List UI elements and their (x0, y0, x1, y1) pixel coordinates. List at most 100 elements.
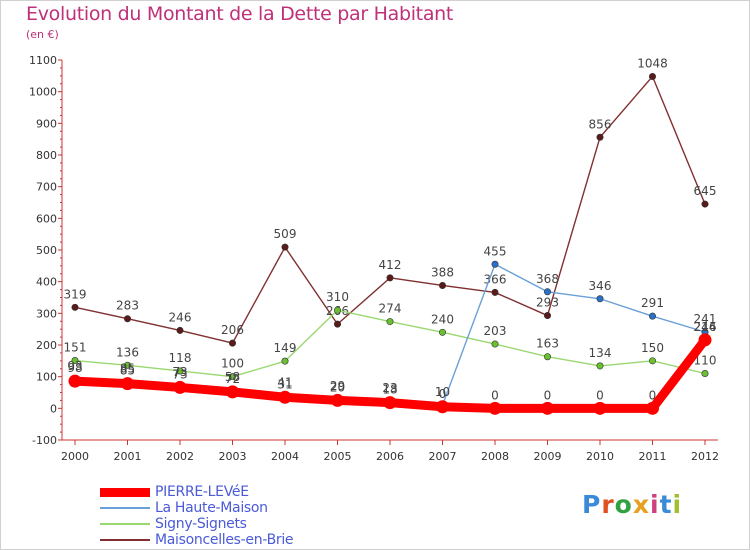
data-point (281, 243, 289, 251)
data-point (176, 367, 184, 375)
data-label: 0 (596, 388, 604, 402)
logo-letter: i (672, 490, 683, 519)
logo-letter: i (650, 490, 660, 519)
data-label: 18 (382, 383, 397, 397)
y-tick-label: 0 (50, 402, 57, 415)
data-point (71, 357, 79, 365)
data-label: 366 (484, 272, 507, 286)
y-tick-label: 900 (36, 117, 57, 130)
data-label: 346 (589, 279, 612, 293)
data-label: 29 (330, 379, 345, 393)
y-tick-label: 800 (36, 149, 57, 162)
y-tick-label: 200 (36, 339, 57, 352)
x-tick-label: 2005 (324, 450, 352, 463)
legend-label: Signy-Signets (155, 516, 247, 532)
data-label: 0 (439, 387, 447, 401)
data-label: 73 (172, 365, 187, 379)
legend-label: La Haute-Maison (155, 500, 268, 516)
data-point (646, 401, 659, 415)
data-label: 455 (484, 244, 507, 258)
data-label: 1048 (637, 56, 668, 70)
data-label: 93 (67, 359, 82, 373)
data-label: 100 (221, 357, 244, 371)
data-label: 216 (694, 320, 717, 334)
proxiti-logo: Proxiti (582, 490, 682, 519)
data-label: 58 (225, 370, 240, 384)
y-tick-label: 700 (36, 181, 57, 194)
legend-swatch (100, 523, 150, 525)
data-point (229, 339, 237, 347)
data-point (386, 318, 394, 326)
data-label: 98 (67, 361, 82, 375)
data-label: 274 (379, 302, 402, 316)
data-label: 291 (641, 296, 664, 310)
data-point (333, 306, 341, 314)
data-label: 72 (225, 372, 240, 386)
data-label: 20 (330, 380, 345, 394)
data-point (491, 260, 499, 268)
y-tick-label: 400 (36, 276, 57, 289)
data-point (701, 369, 709, 377)
data-label: 509 (274, 227, 297, 241)
data-label: 150 (641, 341, 664, 355)
x-tick-label: 2004 (271, 450, 299, 463)
data-label: 31 (277, 377, 292, 391)
data-point (648, 357, 656, 365)
data-point (438, 281, 446, 289)
x-tick-label: 2011 (639, 450, 667, 463)
data-label: 388 (431, 265, 454, 279)
y-tick-label: 100 (36, 371, 57, 384)
chart-title: Evolution du Montant de la Dette par Hab… (26, 3, 454, 25)
data-label: 73 (172, 367, 187, 381)
data-label: 310 (326, 290, 349, 304)
data-point (173, 380, 187, 394)
data-point (124, 361, 132, 369)
data-point (698, 333, 712, 347)
data-point (121, 377, 134, 391)
data-point (331, 393, 344, 407)
data-point (438, 328, 446, 336)
data-label: 118 (169, 351, 192, 365)
data-point (593, 401, 607, 415)
data-label: 645 (694, 184, 717, 198)
data-point (488, 401, 502, 415)
logo-letter: o (614, 490, 633, 519)
x-tick-label: 2000 (61, 450, 89, 463)
data-point (596, 133, 604, 141)
data-point (543, 353, 551, 361)
data-label: 41 (277, 375, 292, 389)
series-signy-signets: 151 136 118 100 149 310 274 240 203 163 134 150 110 (64, 290, 717, 381)
data-point (543, 312, 551, 320)
y-tick-label: 1000 (29, 86, 57, 99)
data-label: 23 (382, 381, 397, 395)
data-point (648, 312, 656, 320)
data-label: 110 (694, 354, 717, 368)
data-point (333, 320, 341, 328)
x-tick-label: 2007 (429, 450, 457, 463)
data-label: 856 (589, 117, 612, 131)
data-label: 283 (116, 299, 139, 313)
legend-swatch (100, 488, 150, 497)
data-point (596, 362, 604, 370)
x-tick-label: 2010 (586, 450, 614, 463)
y-tick-label: -100 (32, 434, 57, 447)
data-point (491, 340, 499, 348)
data-point (281, 357, 289, 365)
data-label: 85 (120, 364, 135, 378)
x-tick-label: 2001 (114, 450, 142, 463)
data-point (596, 295, 604, 303)
data-point (176, 326, 184, 334)
chart-subtitle: (en €) (26, 28, 59, 41)
data-label: 240 (431, 312, 454, 326)
data-label: 149 (274, 341, 297, 355)
data-label: 0 (491, 388, 499, 402)
legend-swatch (100, 507, 150, 509)
logo-letter: t (659, 490, 673, 519)
series-pierre-lev-e: 0 0 0 0 216 (68, 320, 717, 415)
data-point (124, 315, 132, 323)
data-label: 206 (221, 323, 244, 337)
x-tick-label: 2006 (376, 450, 404, 463)
data-label: 85 (120, 361, 135, 375)
legend-label: PIERRE-LEVéE (155, 484, 249, 500)
x-tick-label: 2009 (534, 450, 562, 463)
